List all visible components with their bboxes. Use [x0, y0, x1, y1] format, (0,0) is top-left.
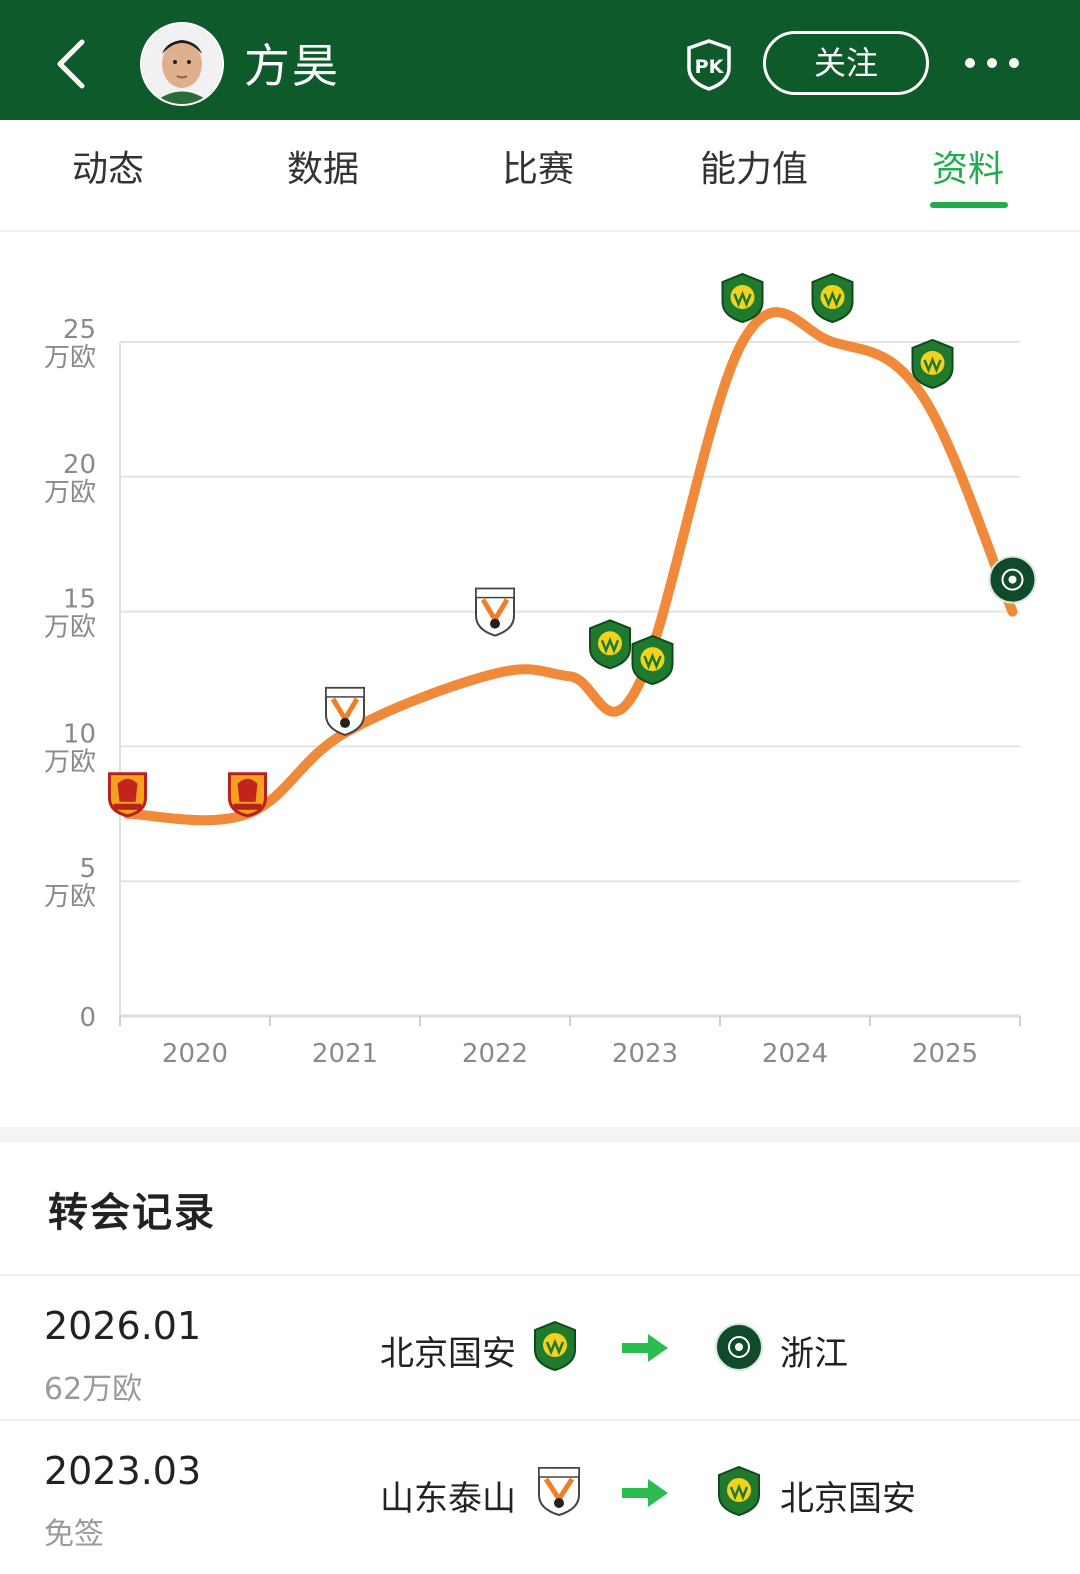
- x-tick-label: 2020: [162, 1039, 228, 1069]
- beijing-guoan-badge-icon: [718, 1465, 760, 1517]
- y-tick-label: 20: [63, 450, 96, 480]
- beijing-guoan-badge-icon: [811, 272, 854, 324]
- y-tick-unit: 万欧: [44, 882, 96, 912]
- section-divider: [0, 1127, 1080, 1143]
- transfer-date: 2026.01: [44, 1304, 202, 1348]
- x-tick-label: 2022: [462, 1039, 528, 1069]
- y-tick-unit: 万欧: [44, 478, 96, 508]
- y-tick-label: 15: [63, 585, 96, 615]
- more-options-icon[interactable]: [962, 55, 1022, 71]
- transfer-history-title: 转会记录: [48, 1190, 216, 1236]
- beijing-guoan-badge-icon: [631, 635, 674, 686]
- tab-matches[interactable]: 比赛: [501, 149, 574, 190]
- x-tick-label: 2021: [312, 1039, 378, 1069]
- transfer-fee: 62万欧: [44, 1372, 143, 1407]
- follow-button[interactable]: 关注: [763, 31, 929, 95]
- y-tick-label: 5: [79, 854, 96, 884]
- transfer-date: 2023.03: [44, 1449, 202, 1493]
- zhejiang-badge-icon: [988, 555, 1037, 604]
- top-bar: 方昊 PK 关注: [0, 0, 1080, 120]
- y-tick-label: 25: [63, 315, 96, 345]
- y-tick-unit: 万欧: [44, 747, 96, 777]
- y-tick-unit: 万欧: [44, 613, 96, 643]
- beijing-guoan-badge-icon: [911, 338, 954, 389]
- market-value-line: [122, 307, 1018, 826]
- beijing-guoan-badge-icon: [721, 272, 764, 324]
- to-club-name: 北京国安: [780, 1479, 916, 1519]
- active-tab-indicator: [930, 202, 1008, 208]
- tab-profile[interactable]: 资料: [931, 149, 1004, 190]
- shandong-taishan-badge-icon: [325, 686, 365, 736]
- x-tick-label: 2023: [612, 1039, 678, 1069]
- transfer-row[interactable]: 2026.01 62万欧 北京国安 浙江: [0, 1274, 1080, 1421]
- back-arrow-icon[interactable]: [48, 36, 94, 92]
- beijing-guoan-badge-icon: [589, 619, 631, 670]
- y-tick-label: 0: [79, 1003, 96, 1033]
- y-tick-unit: 万欧: [44, 343, 96, 373]
- transfer-arrow-icon: [622, 1334, 668, 1362]
- shandong-taishan-badge-icon: [538, 1467, 580, 1517]
- tab-ability[interactable]: 能力值: [699, 149, 808, 190]
- player-avatar: [140, 22, 224, 106]
- transfer-arrow-icon: [622, 1479, 668, 1507]
- x-tick-label: 2025: [912, 1039, 978, 1069]
- wuhan-zall-badge-icon: [228, 772, 267, 818]
- shandong-taishan-badge-icon: [475, 587, 515, 637]
- pk-compare-icon[interactable]: PK: [684, 38, 734, 92]
- transfer-row[interactable]: 2023.03 免签 山东泰山 北京国安: [0, 1419, 1080, 1566]
- y-tick-label: 10: [63, 719, 96, 749]
- from-club-name: 山东泰山: [380, 1479, 516, 1519]
- tab-bar: 动态 数据 比赛 能力值 资料: [0, 120, 1080, 232]
- zhejiang-badge-icon: [715, 1323, 763, 1371]
- tab-stats[interactable]: 数据: [286, 149, 359, 190]
- player-name: 方昊: [244, 39, 340, 93]
- market-value-chart: 0 5 万欧 10 万欧 15 万欧 20 万欧 25 万欧 2020 2021 2022 2023 2024…: [0, 232, 1080, 1127]
- tab-dynamics[interactable]: 动态: [71, 149, 144, 190]
- beijing-guoan-badge-icon: [534, 1320, 576, 1372]
- player-photo: [142, 24, 222, 104]
- from-club-name: 北京国安: [380, 1334, 516, 1374]
- pk-label: PK: [695, 56, 725, 78]
- wuhan-zall-badge-icon: [108, 772, 147, 818]
- transfer-fee: 免签: [44, 1517, 104, 1552]
- x-tick-label: 2024: [762, 1039, 828, 1069]
- to-club-name: 浙江: [780, 1334, 848, 1374]
